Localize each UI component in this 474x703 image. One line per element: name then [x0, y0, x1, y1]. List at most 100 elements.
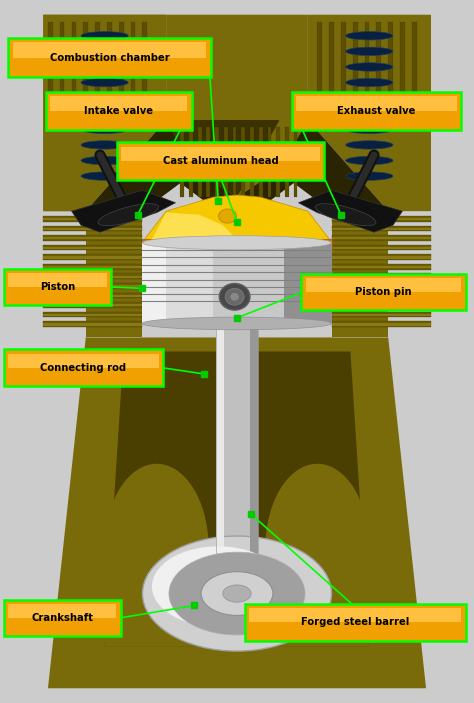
- Bar: [43, 218, 143, 220]
- Polygon shape: [43, 15, 431, 211]
- Bar: [143, 243, 331, 323]
- Bar: [331, 218, 431, 220]
- Polygon shape: [166, 120, 280, 197]
- Bar: [285, 127, 289, 197]
- Bar: [43, 236, 143, 241]
- Bar: [216, 323, 224, 579]
- Ellipse shape: [346, 172, 393, 180]
- Bar: [43, 276, 143, 278]
- Polygon shape: [152, 212, 237, 239]
- Bar: [48, 22, 53, 113]
- Bar: [249, 608, 462, 622]
- Bar: [43, 273, 143, 279]
- Bar: [43, 245, 143, 250]
- Ellipse shape: [201, 572, 273, 615]
- Bar: [8, 354, 159, 368]
- Bar: [131, 22, 136, 113]
- Bar: [233, 127, 237, 197]
- Ellipse shape: [346, 156, 393, 165]
- Polygon shape: [166, 15, 308, 197]
- Bar: [306, 278, 462, 292]
- Bar: [318, 22, 322, 113]
- Bar: [216, 323, 258, 579]
- Ellipse shape: [346, 125, 393, 134]
- Bar: [331, 245, 431, 250]
- Ellipse shape: [204, 558, 270, 586]
- Bar: [331, 304, 431, 307]
- Bar: [107, 22, 112, 113]
- Bar: [365, 22, 369, 113]
- Polygon shape: [86, 211, 143, 337]
- Ellipse shape: [346, 110, 393, 118]
- Ellipse shape: [315, 204, 376, 226]
- Text: Intake valve: Intake valve: [84, 106, 154, 116]
- Bar: [331, 311, 431, 317]
- Bar: [180, 127, 184, 197]
- Polygon shape: [43, 15, 166, 211]
- Ellipse shape: [346, 63, 393, 71]
- Ellipse shape: [346, 47, 393, 56]
- Bar: [331, 228, 431, 230]
- Bar: [189, 127, 193, 197]
- Bar: [331, 283, 431, 289]
- Ellipse shape: [225, 288, 244, 305]
- Ellipse shape: [346, 141, 393, 149]
- Bar: [43, 266, 143, 268]
- Ellipse shape: [81, 141, 128, 149]
- FancyBboxPatch shape: [117, 143, 324, 180]
- Bar: [43, 285, 143, 288]
- Bar: [60, 22, 64, 113]
- Bar: [121, 147, 319, 162]
- Bar: [215, 127, 219, 197]
- Bar: [43, 283, 143, 289]
- Ellipse shape: [143, 536, 331, 651]
- Bar: [43, 311, 143, 317]
- Bar: [331, 247, 431, 249]
- Bar: [12, 42, 206, 58]
- Bar: [143, 243, 166, 323]
- Bar: [388, 22, 393, 113]
- Bar: [83, 22, 88, 113]
- Bar: [341, 22, 346, 113]
- Polygon shape: [299, 190, 402, 232]
- Bar: [294, 127, 298, 197]
- Text: Crankshaft: Crankshaft: [31, 613, 93, 623]
- Ellipse shape: [346, 78, 393, 86]
- Bar: [412, 22, 417, 113]
- Ellipse shape: [81, 125, 128, 134]
- Bar: [143, 238, 331, 248]
- Bar: [331, 236, 431, 241]
- Ellipse shape: [81, 63, 128, 71]
- Bar: [331, 266, 431, 268]
- FancyBboxPatch shape: [301, 273, 466, 310]
- Bar: [198, 127, 201, 197]
- Bar: [331, 292, 431, 298]
- Bar: [72, 22, 76, 113]
- Bar: [353, 22, 357, 113]
- Ellipse shape: [143, 236, 331, 250]
- Bar: [8, 273, 107, 287]
- Ellipse shape: [219, 209, 237, 223]
- FancyBboxPatch shape: [3, 269, 111, 305]
- Bar: [43, 254, 143, 260]
- Bar: [207, 127, 210, 197]
- Bar: [241, 127, 245, 197]
- Ellipse shape: [230, 293, 239, 301]
- Text: Piston pin: Piston pin: [355, 287, 412, 297]
- FancyBboxPatch shape: [8, 38, 210, 77]
- Bar: [95, 22, 100, 113]
- Bar: [43, 216, 143, 221]
- Polygon shape: [48, 337, 426, 688]
- Ellipse shape: [81, 172, 128, 180]
- Bar: [250, 323, 258, 579]
- Bar: [331, 276, 431, 278]
- Polygon shape: [105, 352, 369, 646]
- Ellipse shape: [219, 283, 250, 310]
- Bar: [331, 216, 431, 221]
- Polygon shape: [105, 464, 209, 646]
- Text: Connecting rod: Connecting rod: [40, 363, 127, 373]
- FancyBboxPatch shape: [3, 600, 121, 636]
- Bar: [43, 238, 143, 240]
- Bar: [50, 96, 187, 111]
- Text: Cast aluminum head: Cast aluminum head: [163, 156, 278, 167]
